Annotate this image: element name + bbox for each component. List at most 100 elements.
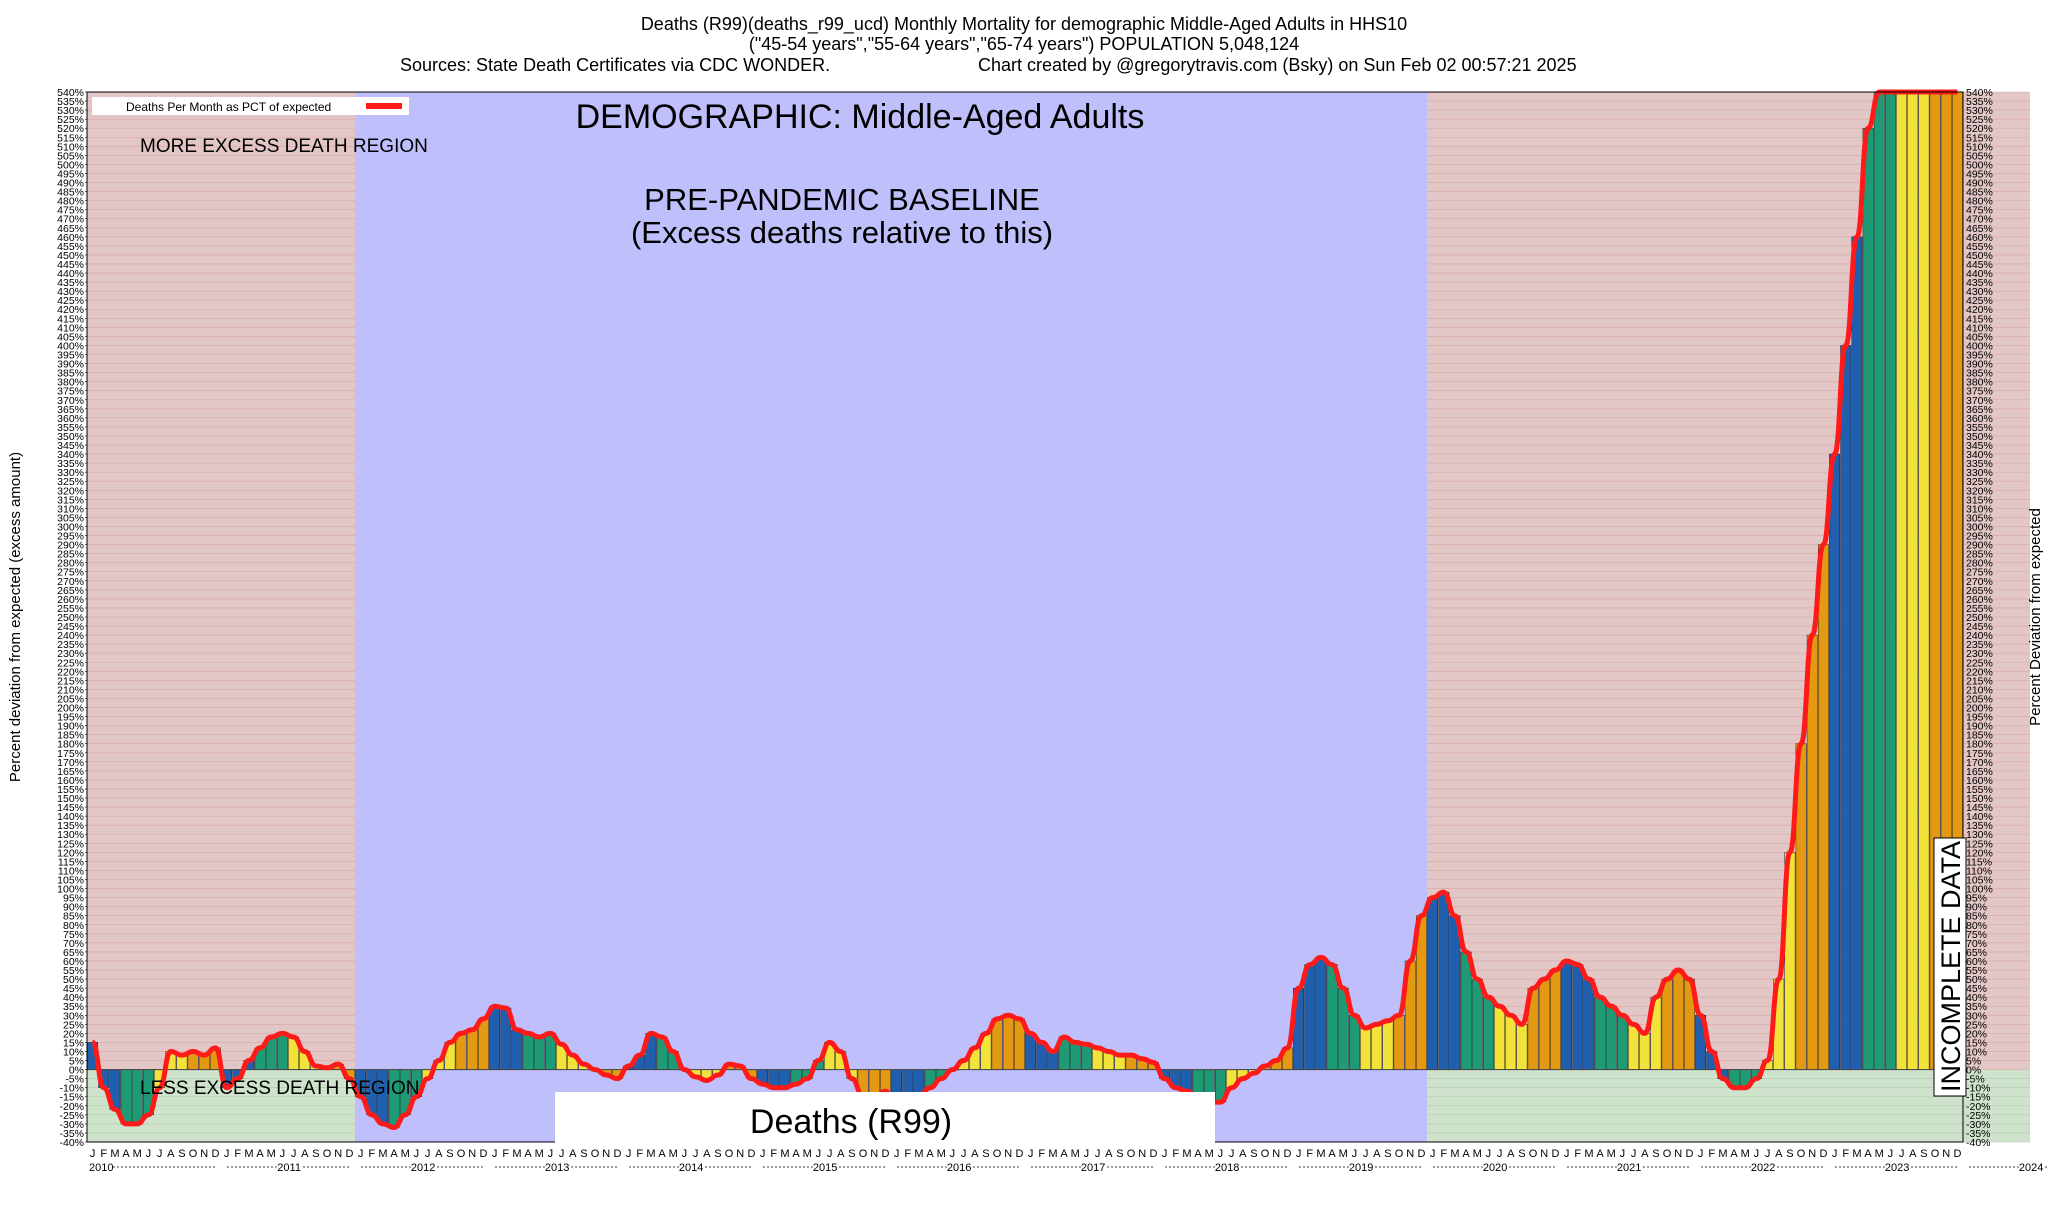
y-tick-right: 240%	[1966, 630, 1993, 642]
bar	[1304, 964, 1316, 1070]
y-tick-left: 470%	[57, 214, 84, 226]
year-label-bg	[1080, 1161, 1106, 1173]
y-tick-left: 540%	[57, 87, 84, 99]
y-tick-right: 175%	[1966, 748, 1993, 760]
bar	[1829, 453, 1841, 1070]
x-tick-month: J	[1631, 1148, 1637, 1160]
y-tick-left: 510%	[57, 141, 84, 153]
y-tick-right: 425%	[1966, 295, 1993, 307]
y-tick-left: 355%	[57, 422, 84, 434]
bar	[522, 1033, 534, 1070]
y-tick-right: 480%	[1966, 196, 1993, 208]
y-tick-right: 405%	[1966, 331, 1993, 343]
bar	[1427, 897, 1439, 1070]
bar	[489, 1005, 501, 1070]
x-tick-month: F	[1574, 1148, 1581, 1160]
y-tick-left: 25%	[63, 1019, 84, 1031]
y-tick-left: 5%	[69, 1056, 84, 1068]
y-tick-left: 505%	[57, 150, 84, 162]
y-tick-left: 255%	[57, 603, 84, 615]
year-label-bg	[410, 1161, 436, 1173]
y-tick-right: 30%	[1966, 1010, 1987, 1022]
bar-series	[87, 91, 1963, 1128]
x-tick-month: J	[950, 1148, 956, 1160]
y-tick-right: 235%	[1966, 639, 1993, 651]
y-tick-left: -25%	[59, 1110, 84, 1122]
y-tick-right: 210%	[1966, 684, 1993, 696]
year-label-bg	[1884, 1161, 1910, 1173]
x-tick-month: S	[312, 1148, 319, 1160]
year-label-bg	[1750, 1161, 1776, 1173]
bar	[1884, 91, 1896, 1070]
y-tick-right: 340%	[1966, 449, 1993, 461]
bar	[1561, 960, 1573, 1070]
x-tick-month: O	[1261, 1148, 1270, 1160]
x-tick-month: J	[1028, 1148, 1034, 1160]
y-tick-right: 265%	[1966, 585, 1993, 597]
bar	[1918, 91, 1930, 1070]
bar	[1382, 1020, 1394, 1070]
y-tick-left: -10%	[59, 1083, 84, 1095]
y-tick-right: 200%	[1966, 703, 1993, 715]
x-tick-year: 2023	[1885, 1162, 1909, 1174]
y-tick-right: 220%	[1966, 666, 1993, 678]
y-tick-right: 345%	[1966, 440, 1993, 452]
x-tick-month: D	[1417, 1148, 1425, 1160]
y-tick-left: 340%	[57, 449, 84, 461]
x-tick-year: 2010	[89, 1162, 113, 1174]
x-tick-month: F	[1038, 1148, 1045, 1160]
y-tick-right: 305%	[1966, 512, 1993, 524]
y-tick-right: 165%	[1966, 766, 1993, 778]
bar	[1672, 969, 1684, 1070]
y-tick-right: 455%	[1966, 241, 1993, 253]
x-tick-month: A	[1730, 1148, 1738, 1160]
y-tick-left: 185%	[57, 730, 84, 742]
x-tick-month: D	[881, 1148, 889, 1160]
x-tick-month: J	[157, 1148, 163, 1160]
x-tick-month: D	[1551, 1148, 1559, 1160]
bar	[1862, 127, 1874, 1070]
cause-label: Deaths (R99)	[750, 1103, 952, 1141]
y-tick-right: 300%	[1966, 521, 1993, 533]
x-tick-month: F	[770, 1148, 777, 1160]
legend: Deaths Per Month as PCT of expected	[92, 97, 409, 115]
x-tick-month: A	[1775, 1148, 1783, 1160]
x-tick-month: M	[244, 1148, 253, 1160]
x-tick-month: J	[1296, 1148, 1302, 1160]
x-tick-month: N	[1942, 1148, 1950, 1160]
x-tick-month: M	[914, 1148, 923, 1160]
y-tick-right: 465%	[1966, 223, 1993, 235]
y-tick-left: 245%	[57, 621, 84, 633]
y-tick-right: 505%	[1966, 150, 1993, 162]
bar	[1594, 996, 1606, 1070]
y-tick-right: 325%	[1966, 476, 1993, 488]
x-tick-month: M	[267, 1148, 276, 1160]
y-tick-left: 310%	[57, 503, 84, 515]
y-tick-left: 190%	[57, 721, 84, 733]
y-tick-right: 50%	[1966, 974, 1987, 986]
x-tick-month: A	[1060, 1148, 1068, 1160]
chart-sources: Sources: State Death Certificates via CD…	[400, 55, 830, 75]
trend-line	[90, 89, 1958, 1131]
bar	[1628, 1024, 1640, 1070]
y-tick-left: 480%	[57, 196, 84, 208]
y-tick-right: 410%	[1966, 322, 1993, 334]
x-tick-month: F	[636, 1148, 643, 1160]
y-tick-right: 440%	[1966, 268, 1993, 280]
y-tick-right: 60%	[1966, 956, 1987, 968]
x-tick-month: D	[1953, 1148, 1961, 1160]
chart-credit: Chart created by @gregorytravis.com (Bsk…	[978, 55, 1577, 75]
chart-title: Deaths (R99)(deaths_r99_ucd) Monthly Mor…	[641, 14, 1407, 35]
y-tick-right: 295%	[1966, 531, 1993, 543]
y-tick-left: 415%	[57, 313, 84, 325]
x-tick-month: D	[211, 1148, 219, 1160]
y-tick-left: 250%	[57, 612, 84, 624]
grid-lines	[87, 91, 2030, 1143]
y-tick-right: -10%	[1966, 1083, 1991, 1095]
legend-label: Deaths Per Month as PCT of expected	[126, 100, 331, 114]
x-tick-year: 2015	[813, 1162, 837, 1174]
x-tick-month: M	[1048, 1148, 1057, 1160]
bar	[1516, 1024, 1528, 1070]
y-tick-left: 405%	[57, 331, 84, 343]
y-tick-right: 385%	[1966, 368, 1993, 380]
